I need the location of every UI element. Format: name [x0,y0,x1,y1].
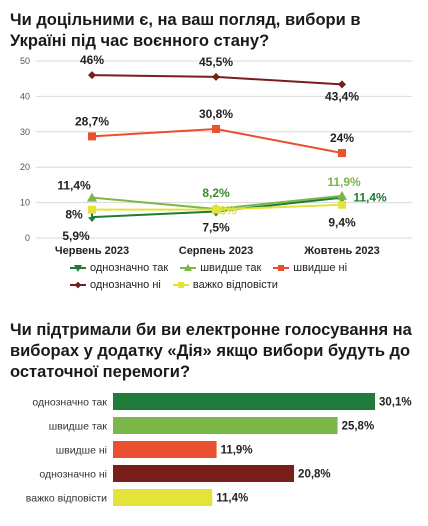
bar-value-label: 11,4% [216,493,248,505]
legend-label: однозначно ні [90,278,161,291]
data-label-однозначно-ні: 46% [80,53,104,67]
data-label-швидше-так: 11,9% [327,175,361,189]
legend-swatch-icon [70,280,86,290]
data-point-швидше-так [337,190,347,200]
bar-chart-title: Чи підтримали би ви електронне голосуван… [10,321,412,381]
y-tick-label: 0 [25,233,30,243]
x-tick-label: Жовтень 2023 [303,245,380,257]
legend-label: швидше ні [293,261,348,274]
data-point-важко-відповісти [212,205,220,214]
bar-value-label: 30,1% [379,397,412,409]
legend-swatch-icon [180,263,197,273]
data-label-швидше-ні: 30,8% [199,107,233,121]
line-chart: 0 10 20 30 40 50 Червень 2023 Серпень 2023 Жовте… [20,53,412,257]
category-label: однозначно так [32,397,107,409]
data-label-швидше-так: 11,4% [57,179,91,193]
data-label-однозначно-ні: 43,4% [325,89,359,103]
line-chart-title: Чи доцільними є, на ваш погляд, вибори в… [10,11,361,50]
data-label-швидше-ні: 28,7% [75,114,109,128]
legend-swatch-icon [273,263,290,273]
bar-швидше-так [113,417,338,434]
y-tick-label: 30 [20,127,30,137]
data-label-швидше-ні: 24% [330,131,354,145]
y-tick-label: 10 [20,198,30,208]
y-tick-label: 40 [20,91,30,101]
data-label-однозначно-так: 11,4% [353,191,387,205]
data-point-важко-відповісти [88,205,96,214]
legend-label: важко відповісти [192,278,278,291]
line-chart-legend: однозначно так швидше так швидше ні однозн… [70,259,410,293]
bar-важко-відповісти [113,489,213,506]
data-label-важко-відповісти: 8% [65,208,83,222]
y-tick-label: 50 [20,56,30,66]
data-label-важко-відповісти: 8% [219,204,237,218]
legend-item-важко-відповісти: важко відповісти [172,278,278,291]
legend-item-швидше-так: швидше так [180,262,261,274]
bar-chart: однозначно так 30,1% швидше так 25,8% швидше… [26,393,412,506]
y-tick-label: 20 [20,162,30,172]
bar-однозначно-так [113,393,375,410]
x-tick-label: Червень 2023 [55,245,129,257]
bar-швидше-ні [113,441,217,458]
data-point-швидше-так [87,192,97,202]
data-point-швидше-ні [88,132,96,141]
data-point-швидше-ні [212,124,220,133]
data-point-важко-відповісти [338,200,346,209]
data-point-однозначно-ні [88,71,96,80]
data-label-важко-відповісти: 9,4% [328,216,356,230]
bar-value-label: 25,8% [342,421,375,433]
x-tick-label: Серпень 2023 [179,245,253,257]
legend-item-швидше-ні: швидше ні [273,262,347,274]
data-label-однозначно-ні: 45,5% [199,55,233,69]
legend-label: однозначно так [90,261,169,274]
category-label: однозначно ні [39,469,107,481]
legend-swatch-icon [70,263,86,273]
bar-value-label: 11,9% [221,445,253,457]
legend-item-однозначно-так: однозначно так [70,262,168,274]
legend-item-однозначно-ні: однозначно ні [70,279,161,291]
category-label: швидше так [49,421,108,433]
category-label: важко відповісти [26,493,107,505]
data-label-однозначно-так: 5,9% [62,229,90,243]
data-point-швидше-ні [338,149,346,158]
legend-label: швидше так [200,261,262,274]
data-point-однозначно-ні [212,72,220,81]
data-label-швидше-так: 8,2% [202,186,230,200]
data-point-однозначно-ні [338,80,346,89]
bar-однозначно-ні [113,465,295,482]
category-label: швидше ні [56,445,107,457]
bar-value-label: 20,8% [298,469,331,481]
data-label-однозначно-так: 7,5% [202,220,230,234]
legend-swatch-icon [172,280,189,290]
